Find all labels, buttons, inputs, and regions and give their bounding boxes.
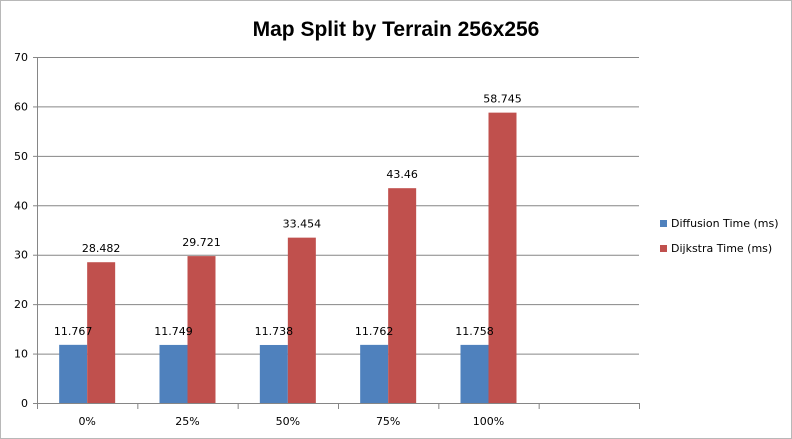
data-label: 28.482 [82, 242, 121, 255]
data-label: 11.762 [355, 325, 394, 338]
data-label: 11.758 [455, 325, 494, 338]
legend-swatch [660, 220, 667, 227]
y-tick-label: 40 [14, 199, 28, 212]
data-label: 11.749 [154, 325, 193, 338]
y-tick-label: 30 [14, 249, 28, 262]
x-tick-label: 0% [78, 415, 95, 428]
legend-swatch [660, 245, 667, 252]
bar [259, 344, 288, 403]
data-label: 43.46 [386, 168, 418, 181]
y-tick-label: 0 [21, 397, 28, 410]
x-tick-label: 50% [276, 415, 300, 428]
bar [360, 344, 389, 403]
y-tick-label: 60 [14, 100, 28, 113]
x-tick-label: 75% [376, 415, 400, 428]
y-tick-label: 10 [14, 348, 28, 361]
bar [488, 112, 517, 403]
y-tick-label: 20 [14, 298, 28, 311]
legend-label: Diffusion Time (ms) [671, 217, 779, 230]
bar [388, 188, 417, 403]
y-tick-label: 70 [14, 51, 28, 64]
bar [460, 344, 489, 403]
data-label: 58.745 [483, 93, 522, 106]
y-tick-label: 50 [14, 150, 28, 163]
x-tick-label: 100% [473, 415, 504, 428]
bar [187, 256, 216, 403]
bar [87, 262, 116, 403]
x-tick-label: 25% [175, 415, 199, 428]
data-label: 11.767 [54, 325, 93, 338]
bar [159, 344, 188, 403]
data-label: 29.721 [182, 236, 221, 249]
data-label: 33.454 [283, 218, 322, 231]
chart-title: Map Split by Terrain 256x256 [253, 18, 540, 41]
data-label: 11.738 [255, 325, 294, 338]
bar [287, 237, 316, 403]
legend-label: Dijkstra Time (ms) [671, 242, 772, 255]
bar [59, 344, 88, 403]
